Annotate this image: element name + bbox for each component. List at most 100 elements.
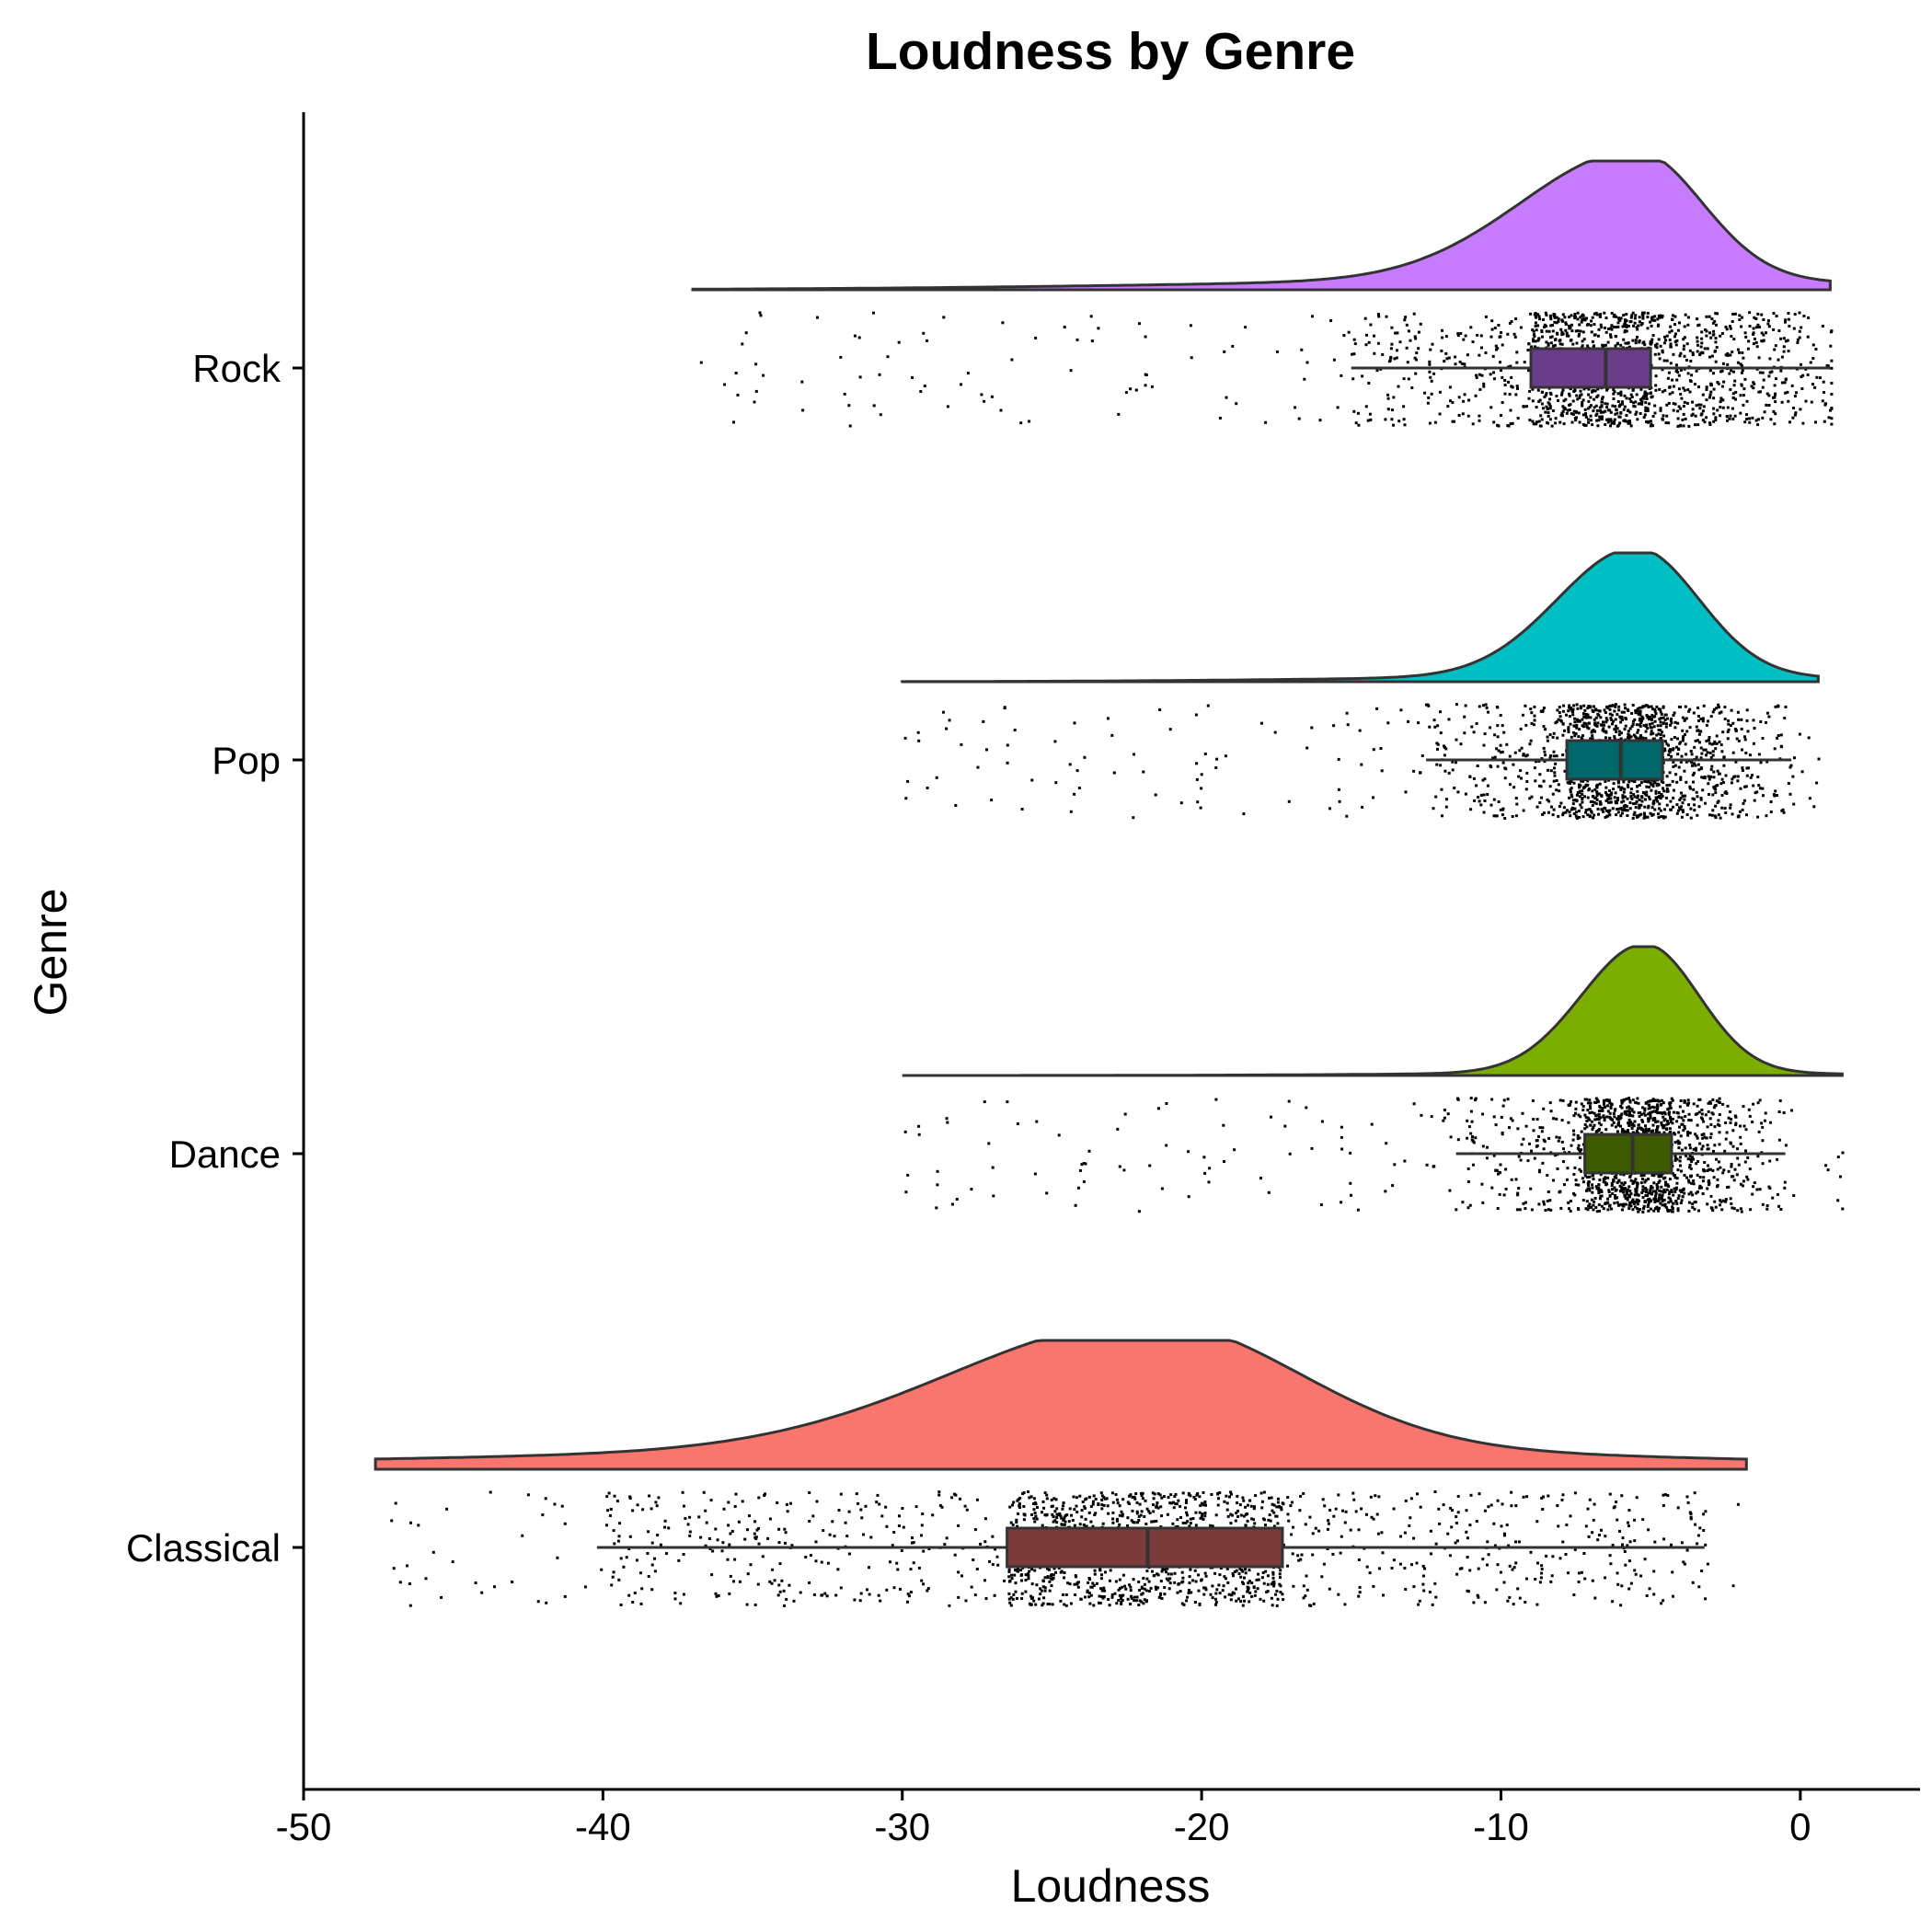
data-point — [1587, 727, 1591, 730]
data-point — [1641, 316, 1645, 320]
data-point — [1522, 809, 1525, 812]
data-point — [1657, 338, 1661, 341]
data-point — [1739, 787, 1742, 790]
data-point — [1475, 375, 1478, 379]
data-point — [1161, 1567, 1165, 1570]
data-point — [1716, 1167, 1719, 1171]
data-point — [1563, 408, 1567, 411]
data-point — [1527, 342, 1531, 346]
data-point — [1680, 754, 1684, 758]
data-point — [1629, 1192, 1633, 1196]
data-point — [1479, 334, 1483, 338]
data-point — [1503, 1534, 1506, 1537]
data-point — [906, 1593, 910, 1596]
data-point — [1633, 1193, 1637, 1197]
data-point — [1354, 1510, 1358, 1513]
data-point — [1648, 1111, 1651, 1115]
data-point — [1451, 401, 1455, 404]
data-point — [1542, 1147, 1546, 1151]
data-point — [1652, 1110, 1656, 1113]
data-point — [1600, 1528, 1603, 1532]
data-point — [1653, 404, 1657, 408]
data-point — [1589, 800, 1593, 803]
data-point — [1647, 806, 1650, 810]
data-point — [1075, 769, 1079, 773]
data-point — [1629, 735, 1633, 739]
data-point — [1541, 335, 1544, 339]
data-point — [1604, 327, 1606, 329]
data-point — [1524, 1201, 1527, 1204]
data-point — [1700, 337, 1704, 340]
data-point — [1748, 1167, 1752, 1171]
data-point — [1600, 1190, 1604, 1193]
data-point — [1736, 1209, 1740, 1213]
data-point — [1665, 742, 1669, 746]
data-point — [1514, 1504, 1518, 1508]
data-point — [1790, 1109, 1793, 1112]
data-point — [1765, 814, 1768, 818]
data-point — [1433, 420, 1437, 424]
data-point — [1555, 321, 1558, 325]
data-point — [1769, 1121, 1772, 1124]
data-point — [1586, 707, 1590, 710]
data-point — [1508, 1126, 1511, 1130]
data-point — [1687, 1209, 1691, 1213]
data-point — [1690, 1181, 1694, 1185]
data-point — [1558, 420, 1562, 424]
data-point — [1700, 351, 1704, 354]
data-point — [892, 1586, 896, 1590]
data-point — [1657, 1181, 1661, 1184]
data-point — [1643, 1107, 1647, 1110]
data-point — [778, 1590, 782, 1593]
data-point — [1659, 1175, 1662, 1179]
data-point — [1536, 313, 1540, 316]
data-point — [1586, 796, 1590, 799]
density-cloud — [902, 945, 1844, 1077]
data-point — [1620, 715, 1624, 719]
data-point — [1287, 1099, 1291, 1103]
data-point — [1541, 1126, 1545, 1130]
data-point — [1547, 1190, 1550, 1193]
data-point — [1482, 743, 1486, 747]
data-point — [1688, 787, 1692, 790]
data-point — [1787, 399, 1790, 403]
data-point — [1808, 797, 1811, 800]
data-point — [1215, 1588, 1219, 1592]
data-point — [1760, 1121, 1764, 1125]
data-point — [1569, 1200, 1572, 1202]
data-point — [1568, 327, 1571, 330]
data-point — [1508, 393, 1512, 397]
data-point — [1087, 1149, 1091, 1153]
data-point — [1667, 421, 1671, 425]
data-point — [1702, 1168, 1706, 1172]
data-point — [1041, 1602, 1045, 1605]
data-point — [1131, 1509, 1134, 1512]
data-point — [1670, 738, 1673, 742]
data-point — [1394, 331, 1397, 335]
data-point — [1570, 787, 1573, 790]
data-point — [1679, 706, 1682, 708]
data-point — [1712, 707, 1716, 711]
data-point — [1568, 1207, 1570, 1211]
data-point — [816, 316, 819, 319]
data-point — [1160, 1570, 1164, 1573]
data-point — [1619, 1116, 1623, 1120]
data-point — [1561, 409, 1565, 413]
data-point — [1741, 766, 1744, 770]
data-point — [1586, 418, 1590, 421]
data-point — [1388, 359, 1392, 362]
data-point — [1514, 317, 1518, 320]
data-point — [1328, 807, 1331, 811]
data-point — [1687, 1192, 1691, 1196]
data-point — [1603, 1098, 1606, 1102]
data-point — [1583, 1113, 1587, 1117]
data-point — [1620, 811, 1624, 815]
data-point — [1815, 781, 1819, 785]
data-point — [1614, 344, 1617, 348]
data-point — [1672, 760, 1675, 764]
data-point — [1763, 410, 1766, 414]
data-point — [728, 1592, 731, 1595]
data-point — [1514, 1178, 1518, 1181]
data-point — [1614, 791, 1617, 795]
data-point — [1643, 1180, 1647, 1184]
